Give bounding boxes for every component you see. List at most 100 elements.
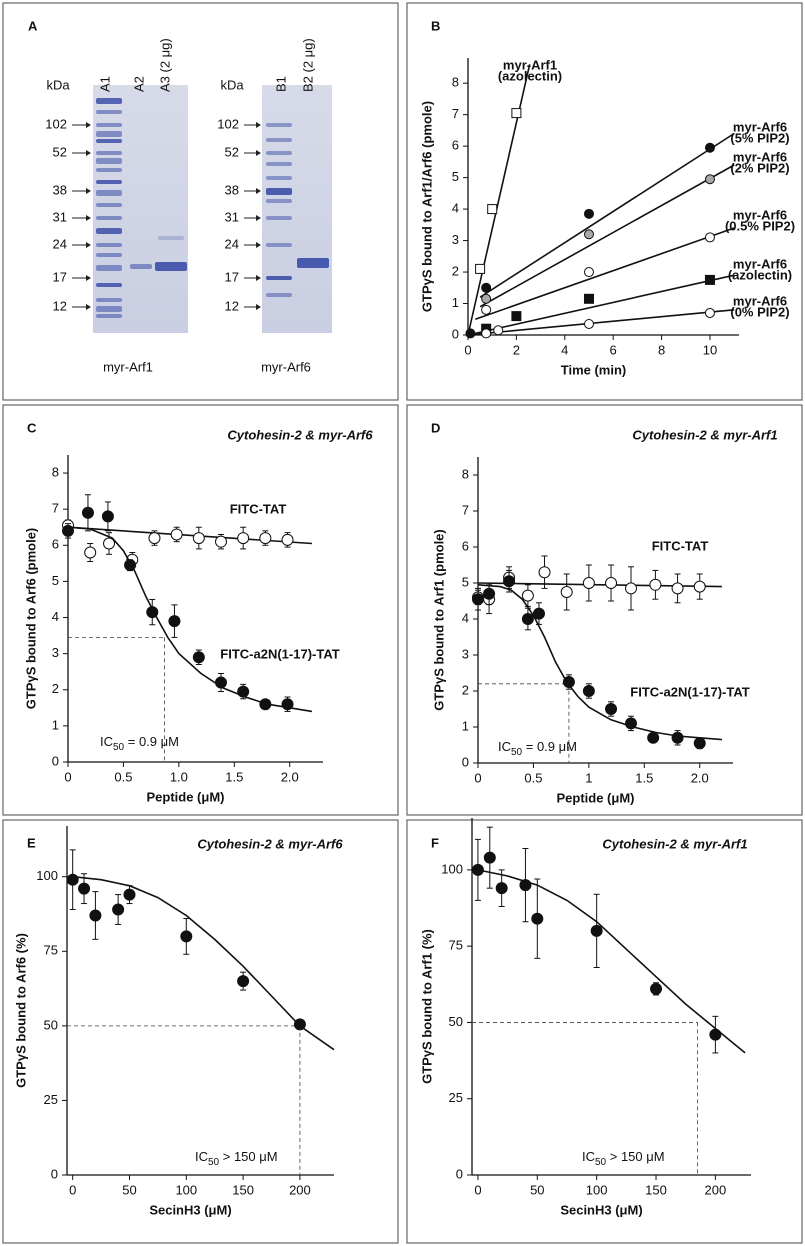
y-tick-label: 7: [452, 106, 459, 121]
series-label: (0.5% PIP2): [725, 218, 795, 233]
x-tick-label: 4: [561, 342, 568, 357]
gel-band: [96, 243, 122, 247]
fit-line: [467, 64, 531, 336]
data-point: [531, 912, 544, 925]
y-tick-label: 4: [452, 201, 459, 216]
lane-label: A2: [131, 76, 146, 92]
y-tick-label: 1: [462, 718, 469, 733]
x-tick-label: 1: [585, 770, 592, 785]
y-tick-label: 6: [52, 537, 59, 552]
data-point: [521, 613, 534, 625]
y-axis-title: GTPγS bound to Arf1 (%): [419, 929, 434, 1084]
y-tick-label: 5: [462, 574, 469, 589]
subtitle: Cytohesin-2 & myr-Arf1: [632, 427, 777, 442]
x-tick-label: 2.0: [281, 769, 299, 784]
data-point: [590, 924, 603, 937]
series-label: myr-Arf6: [733, 119, 787, 134]
y-tick-label: 8: [452, 75, 459, 90]
data-point: [237, 685, 250, 698]
data-point: [625, 582, 637, 595]
y-tick-label: 4: [462, 610, 469, 625]
data-point: [511, 311, 522, 322]
gel-band: [96, 168, 122, 172]
x-tick-label: 200: [705, 1182, 727, 1197]
panel-label: A: [28, 18, 38, 33]
data-point: [704, 274, 715, 285]
gel-band: [266, 176, 292, 180]
y-tick-label: 3: [462, 646, 469, 661]
gel-caption: myr-Arf1: [103, 359, 153, 374]
unit-label: kDa: [220, 77, 244, 92]
x-tick-label: 1.0: [170, 769, 188, 784]
arrow-head: [86, 304, 91, 310]
marker-label: 38: [225, 182, 239, 197]
gel-band: [96, 203, 122, 207]
x-tick-label: 0: [464, 342, 471, 357]
y-tick-label: 6: [452, 138, 459, 153]
data-point: [123, 888, 136, 901]
gel-band: [266, 216, 292, 220]
x-tick-label: 8: [658, 342, 665, 357]
marker-label: 24: [225, 236, 239, 251]
x-axis-title: SecinH3 (μM): [560, 1202, 642, 1217]
data-point: [281, 533, 294, 546]
data-point: [89, 909, 102, 922]
lane-label: A3 (2 μg): [157, 38, 172, 92]
annotation-rest: = 0.9 μM: [124, 734, 179, 749]
annotation: IC50 > 150 μM: [195, 1149, 278, 1167]
data-point: [487, 204, 498, 215]
data-point: [493, 325, 504, 336]
data-point: [647, 731, 660, 744]
series-label: (azolectin): [728, 267, 792, 282]
gel-band: [96, 216, 122, 220]
data-point: [103, 537, 116, 550]
y-tick-label: 8: [462, 466, 469, 481]
data-point: [519, 879, 532, 892]
panel-label: E: [27, 835, 36, 850]
fit-line: [475, 227, 735, 321]
y-tick-label: 4: [52, 609, 59, 624]
panel-frame: [2, 819, 399, 1244]
marker-label: 12: [53, 298, 67, 313]
subtitle: Cytohesin-2 & myr-Arf6: [197, 836, 343, 851]
fit-line: [72, 875, 335, 1051]
series-label: myr-Arf6: [733, 256, 787, 271]
data-point: [693, 580, 706, 593]
annotation-text: IC: [100, 734, 113, 749]
series-label: (2% PIP2): [730, 160, 789, 175]
lane-label: B1: [273, 76, 288, 92]
y-tick-label: 1: [452, 295, 459, 310]
x-tick-label: 1.5: [635, 770, 653, 785]
data-point: [583, 318, 594, 329]
gel-band: [266, 243, 292, 247]
data-point: [605, 703, 618, 715]
data-point: [483, 851, 496, 864]
y-tick-label: 0: [462, 754, 469, 769]
data-point: [704, 174, 715, 185]
x-tick-label: 0: [474, 1182, 481, 1197]
series-label: FITC-TAT: [230, 501, 287, 516]
gel-band: [96, 298, 122, 302]
y-tick-label: 25: [44, 1092, 58, 1107]
gel-band: [96, 158, 122, 164]
data-point: [124, 559, 137, 572]
y-tick-label: 75: [44, 943, 58, 958]
x-tick-label: 200: [289, 1182, 311, 1197]
marker-label: 24: [53, 236, 67, 251]
arrow-head: [256, 215, 261, 221]
y-tick-label: 1: [52, 717, 59, 732]
data-point: [475, 263, 486, 274]
arrow-head: [256, 150, 261, 156]
data-point: [259, 532, 272, 545]
fit-line: [67, 526, 313, 713]
gel-band: [96, 314, 122, 318]
annotation-text: IC: [195, 1149, 208, 1164]
series-label: FITC-a2N(1-17)-TAT: [630, 684, 749, 699]
gel-band: [96, 253, 122, 257]
y-tick-label: 75: [449, 938, 463, 953]
arrow-head: [86, 215, 91, 221]
data-point: [521, 589, 534, 602]
data-point: [78, 882, 91, 895]
gel-band: [297, 258, 329, 268]
y-axis-title: GTPγS bound to Arf6 (pmole): [23, 528, 38, 710]
